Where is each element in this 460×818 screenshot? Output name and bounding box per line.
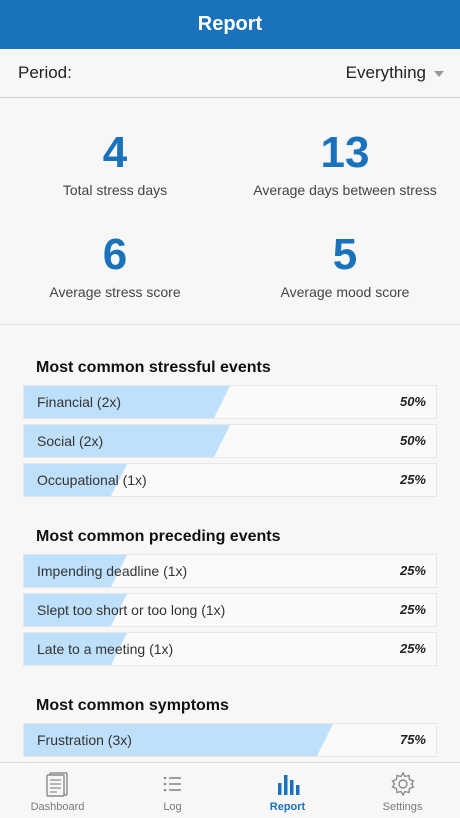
item-percent: 50% (399, 433, 426, 448)
stats-panel: 4 Total stress days 13 Average days betw… (0, 98, 460, 325)
item-name: Financial (2x) (37, 394, 122, 410)
bar-chart-icon (277, 775, 299, 795)
dashboard-icon (45, 772, 68, 797)
percent-bar (24, 633, 127, 665)
item-percent: 25% (399, 641, 426, 656)
percent-bar (24, 555, 127, 587)
period-dropdown[interactable]: Everything (346, 63, 444, 83)
tab-dashboard[interactable]: Dashboard (0, 763, 115, 818)
tab-label: Log (163, 801, 182, 813)
item-name: Frustration (3x) (37, 732, 132, 748)
section-preceding-events: Most common preceding events Impending d… (23, 525, 437, 666)
item-name: Impending deadline (1x) (37, 563, 188, 579)
period-selector-row: Period: Everything (0, 49, 460, 98)
percent-bar (24, 386, 230, 418)
section-symptoms: Most common symptoms Frustration (3x) 75… (23, 694, 437, 757)
item-percent: 25% (399, 472, 426, 487)
page-title: Report (197, 13, 263, 35)
item-name: Occupational (1x) (37, 472, 147, 488)
item-percent: 50% (399, 394, 426, 409)
stat-value: 5 (332, 230, 358, 279)
list-item[interactable]: Occupational (1x) 25% (23, 463, 437, 497)
list-item[interactable]: Frustration (3x) 75% (23, 723, 437, 757)
stat-value: 4 (102, 128, 128, 177)
tab-report[interactable]: Report (230, 763, 345, 818)
tab-settings[interactable]: Settings (345, 763, 460, 818)
tab-label: Settings (382, 801, 423, 813)
list-icon (163, 776, 181, 792)
percent-bar (24, 594, 127, 626)
stat-average-days-between: 13 Average days between stress (230, 128, 460, 198)
item-name: Late to a meeting (1x) (37, 641, 174, 657)
list-item[interactable]: Social (2x) 50% (23, 424, 437, 458)
app-header: Report (0, 0, 460, 49)
stat-average-mood-score: 5 Average mood score (230, 230, 460, 300)
gear-icon (390, 771, 415, 797)
stat-value: 13 (320, 128, 370, 177)
section-title: Most common preceding events (36, 528, 281, 545)
tab-label: Report (269, 801, 306, 813)
list-item[interactable]: Financial (2x) 50% (23, 385, 437, 419)
stat-label: Average days between stress (253, 182, 437, 198)
percent-bar (24, 724, 333, 756)
section-title: Most common stressful events (36, 359, 271, 376)
percent-bar (24, 464, 127, 496)
stat-label: Total stress days (62, 182, 168, 198)
stat-average-stress-score: 6 Average stress score (0, 230, 230, 300)
item-percent: 75% (399, 732, 426, 747)
tab-label: Dashboard (30, 801, 85, 813)
item-name: Slept too short or too long (1x) (37, 602, 226, 618)
period-value: Everything (345, 63, 426, 82)
item-percent: 25% (399, 563, 426, 578)
bottom-tab-bar: Dashboard Log Report Settings (0, 762, 460, 818)
tab-log[interactable]: Log (115, 763, 230, 818)
list-item[interactable]: Slept too short or too long (1x) 25% (23, 593, 437, 627)
list-item[interactable]: Impending deadline (1x) 25% (23, 554, 437, 588)
dropdown-caret-icon (434, 71, 444, 77)
stat-label: Average mood score (280, 284, 410, 300)
report-content[interactable]: 4 Total stress days 13 Average days betw… (0, 98, 460, 762)
section-title: Most common symptoms (36, 697, 229, 714)
stat-value: 6 (102, 230, 128, 279)
item-name: Social (2x) (37, 433, 104, 449)
section-stressful-events: Most common stressful events Financial (… (23, 356, 437, 497)
item-percent: 25% (399, 602, 426, 617)
stat-total-stress-days: 4 Total stress days (0, 128, 230, 198)
percent-bar (24, 425, 230, 457)
list-item[interactable]: Late to a meeting (1x) 25% (23, 632, 437, 666)
stat-label: Average stress score (49, 284, 181, 300)
period-label: Period: (18, 63, 72, 82)
